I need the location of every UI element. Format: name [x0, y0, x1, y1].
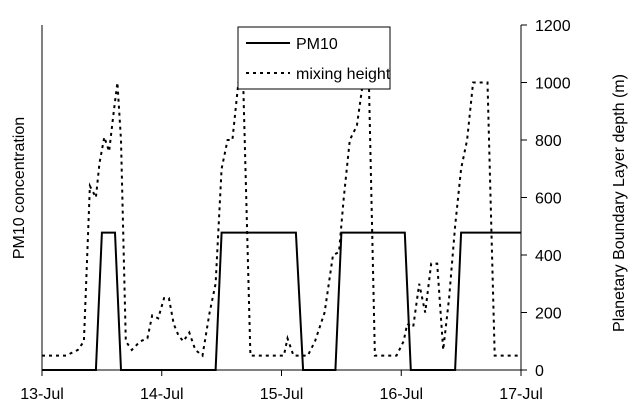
series-pm10-line: [42, 231, 521, 371]
y-right-tick-label: 0: [535, 363, 544, 380]
x-tick-label: 13-Jul: [20, 386, 64, 403]
y-right-tick-label: 400: [535, 248, 562, 265]
y-right-tick-label: 800: [535, 133, 562, 150]
x-tick-label: 16-Jul: [379, 386, 423, 403]
legend: PM10 mixing height: [237, 26, 391, 90]
y-right-tick-label: 600: [535, 191, 562, 208]
right-axis-title: Planetary Boundary Layer depth (m): [611, 74, 628, 332]
x-tick-label: 17-Jul: [499, 386, 543, 403]
left-axis-title: PM10 concentration: [11, 117, 28, 259]
plot-lines: [42, 81, 521, 371]
legend-mixing-height-label: mixing height: [296, 66, 391, 83]
legend-pm10-label: PM10: [296, 36, 338, 53]
series-mixing-height-line: [42, 81, 521, 358]
y-right-tick-label: 200: [535, 306, 562, 323]
x-tick-label: 14-Jul: [140, 386, 184, 403]
y-right-tick-label: 1200: [535, 18, 571, 35]
y-right-tick-label: 1000: [535, 76, 571, 93]
axes: 13-Jul 14-Jul 15-Jul 16-Jul 17-Jul 0 200 400 600…: [20, 18, 570, 403]
legend-box: [237, 26, 391, 90]
x-tick-label: 15-Jul: [260, 386, 304, 403]
